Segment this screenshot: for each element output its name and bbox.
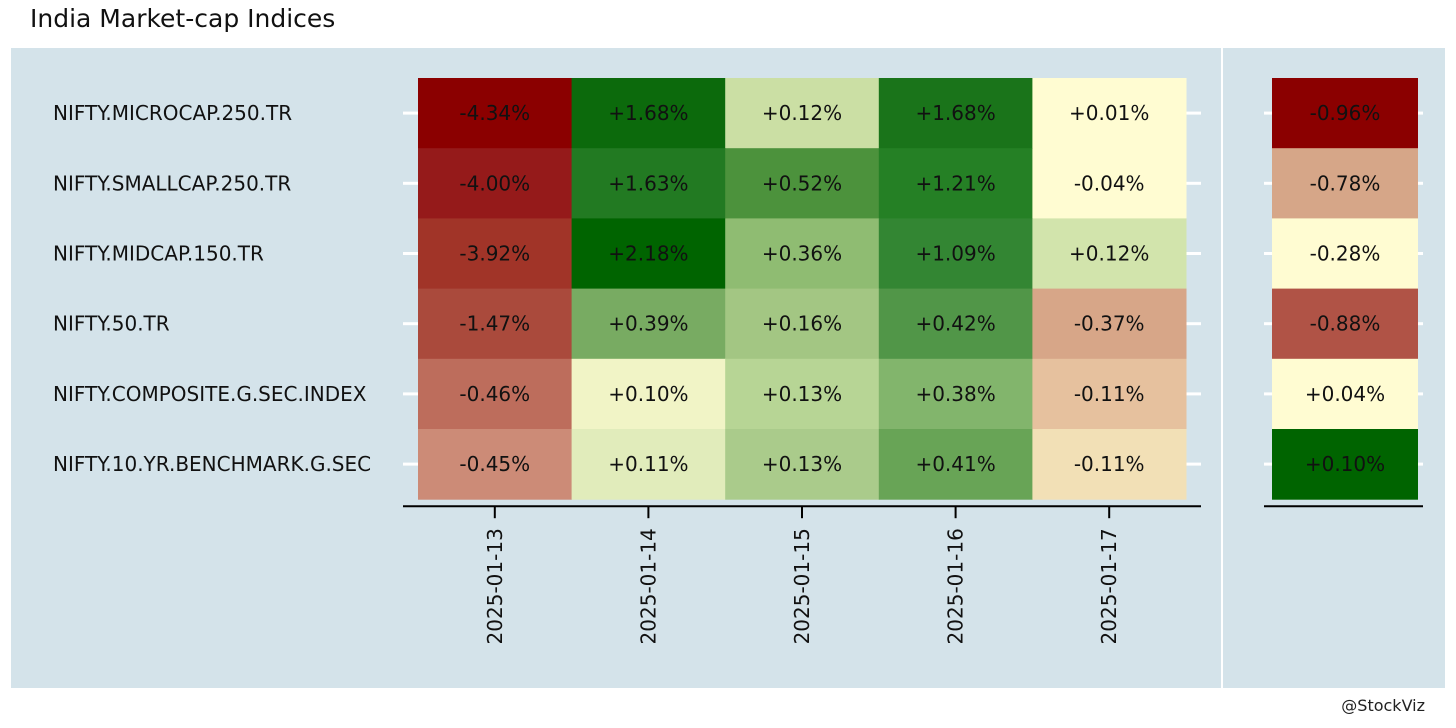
credit-label: @StockViz xyxy=(1341,696,1425,715)
row-label: NIFTY.50.TR xyxy=(53,312,170,336)
row-label: NIFTY.COMPOSITE.G.SEC.INDEX xyxy=(53,382,367,406)
heatmap-cell xyxy=(571,358,726,430)
summary-value-label: -0.28% xyxy=(1310,242,1381,266)
chart-title: India Market-cap Indices xyxy=(30,4,336,33)
heatmap-cell xyxy=(725,218,880,290)
row-label: NIFTY.MICROCAP.250.TR xyxy=(53,101,292,125)
summary-cell xyxy=(1272,148,1418,219)
cell-value-label: +0.39% xyxy=(608,312,688,336)
heatmap-cell xyxy=(1032,78,1187,149)
heatmap-cell xyxy=(418,288,573,360)
cell-value-label: +0.10% xyxy=(608,382,688,406)
heatmap-cell xyxy=(878,429,1033,500)
row-label: NIFTY.10.YR.BENCHMARK.G.SEC xyxy=(53,452,371,476)
cell-value-label: +0.52% xyxy=(762,171,842,195)
summary-value-label: -0.78% xyxy=(1310,171,1381,195)
cell-value-label: +0.13% xyxy=(762,452,842,476)
heatmap-cell xyxy=(725,358,880,430)
cell-value-label: -3.92% xyxy=(459,242,530,266)
heatmap-cell xyxy=(878,288,1033,360)
cell-value-label: -0.46% xyxy=(459,382,530,406)
heatmap-cell xyxy=(1032,218,1187,290)
heatmap-cell xyxy=(571,148,726,219)
cell-value-label: +0.01% xyxy=(1069,101,1149,125)
row-label: NIFTY.SMALLCAP.250.TR xyxy=(53,171,291,195)
heatmap-cell xyxy=(725,429,880,500)
heatmap-cell xyxy=(571,218,726,290)
summary-cell xyxy=(1272,78,1418,149)
heatmap-cell xyxy=(418,78,573,149)
heatmap-cell xyxy=(725,78,880,149)
summary-cell xyxy=(1272,218,1418,290)
heatmap-cell xyxy=(418,148,573,219)
cell-value-label: +0.36% xyxy=(762,242,842,266)
cell-value-label: +0.16% xyxy=(762,312,842,336)
x-tick-label: 2025-01-16 xyxy=(944,528,968,644)
x-tick-label: 2025-01-14 xyxy=(636,528,660,644)
heatmap-cell xyxy=(571,78,726,149)
cell-value-label: +0.11% xyxy=(608,452,688,476)
heatmap-cell xyxy=(878,358,1033,430)
summary-cell xyxy=(1272,429,1418,500)
cell-value-label: -0.37% xyxy=(1074,312,1145,336)
cell-value-label: -4.00% xyxy=(459,171,530,195)
heatmap-cell xyxy=(1032,148,1187,219)
cell-value-label: +0.42% xyxy=(915,312,995,336)
cell-value-label: +0.13% xyxy=(762,382,842,406)
summary-value-label: -0.96% xyxy=(1310,101,1381,125)
cell-value-label: +2.18% xyxy=(608,242,688,266)
x-tick-label: 2025-01-13 xyxy=(483,528,507,644)
heatmap-cell xyxy=(571,288,726,360)
x-tick-label: 2025-01-15 xyxy=(790,528,814,644)
summary-cell xyxy=(1272,288,1418,360)
summary-value-label: -0.88% xyxy=(1310,312,1381,336)
cell-value-label: -0.11% xyxy=(1074,382,1145,406)
heatmap-cell xyxy=(725,288,880,360)
cell-value-label: -0.45% xyxy=(459,452,530,476)
row-label: NIFTY.MIDCAP.150.TR xyxy=(53,242,264,266)
heatmap-cell xyxy=(1032,288,1187,360)
cell-value-label: -0.04% xyxy=(1074,171,1145,195)
cell-value-label: +1.09% xyxy=(915,242,995,266)
cell-value-label: +0.12% xyxy=(762,101,842,125)
cell-value-label: +1.68% xyxy=(608,101,688,125)
heatmap-cell xyxy=(418,429,573,500)
cell-value-label: +0.41% xyxy=(915,452,995,476)
cell-value-label: +1.63% xyxy=(608,171,688,195)
cell-value-label: +1.21% xyxy=(915,171,995,195)
heatmap-cell xyxy=(418,358,573,430)
heatmap-cell xyxy=(1032,358,1187,430)
heatmap-cell xyxy=(725,148,880,219)
cell-value-label: -4.34% xyxy=(459,101,530,125)
cell-value-label: +1.68% xyxy=(915,101,995,125)
heatmap-cell xyxy=(878,218,1033,290)
summary-value-label: +0.04% xyxy=(1305,382,1385,406)
heatmap-cell xyxy=(571,429,726,500)
heatmap-cell xyxy=(878,78,1033,149)
cell-value-label: +0.38% xyxy=(915,382,995,406)
summary-cell xyxy=(1272,358,1418,430)
heatmap-cell xyxy=(878,148,1033,219)
cell-value-label: -1.47% xyxy=(459,312,530,336)
x-tick-label: 2025-01-17 xyxy=(1097,528,1121,644)
heatmap-cell xyxy=(418,218,573,290)
heatmap-cell xyxy=(1032,429,1187,500)
cell-value-label: -0.11% xyxy=(1074,452,1145,476)
cell-value-label: +0.12% xyxy=(1069,242,1149,266)
summary-value-label: +0.10% xyxy=(1305,452,1385,476)
